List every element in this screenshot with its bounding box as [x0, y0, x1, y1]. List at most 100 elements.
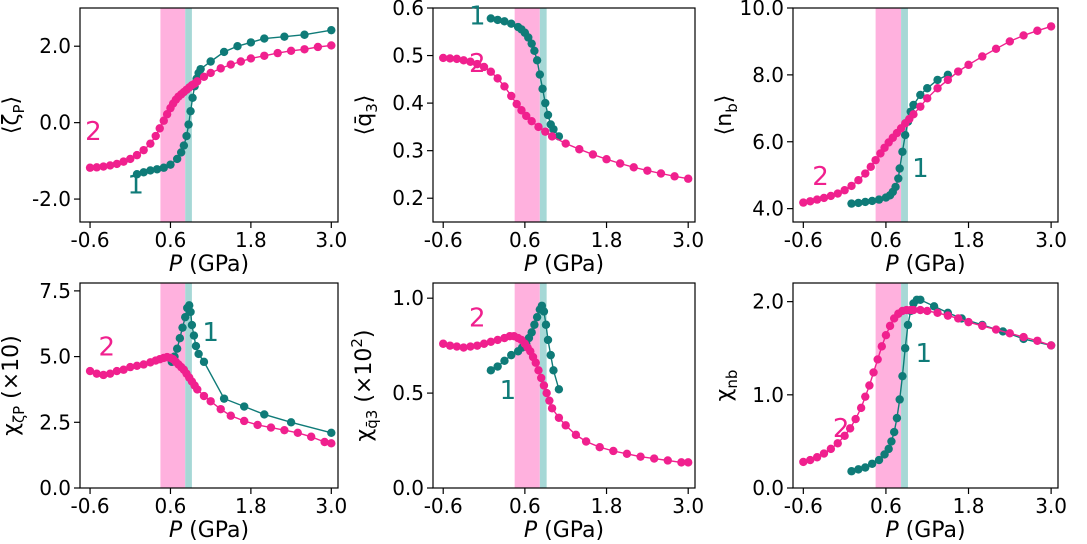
- series-2-point: [199, 72, 209, 81]
- series-2-point: [273, 48, 282, 58]
- series-2-point: [537, 373, 546, 383]
- series-2-point: [132, 361, 142, 370]
- series-1-point: [182, 131, 191, 141]
- series-2-point: [126, 154, 135, 164]
- y-tick-label: 0.0: [752, 476, 784, 500]
- series-1-point: [327, 25, 336, 35]
- series-1-point: [493, 15, 502, 25]
- series-2-point: [466, 57, 475, 66]
- series-2-point: [933, 84, 942, 93]
- series-1-point: [260, 34, 269, 43]
- series-1-point: [486, 14, 496, 23]
- series-1-point: [172, 344, 182, 353]
- series-1-point: [185, 301, 194, 310]
- plot-frame: [432, 7, 696, 223]
- series-1-point: [176, 148, 186, 157]
- series-2-point: [851, 414, 860, 424]
- series-1-point: [541, 98, 550, 108]
- series-1-point: [895, 164, 904, 173]
- y-tick-label: 0.5: [392, 381, 424, 405]
- series-2-point: [293, 428, 302, 438]
- x-tick-label: 3.0: [672, 494, 704, 518]
- series-2-point: [649, 454, 659, 463]
- series-2-point: [266, 423, 276, 432]
- y-tick-label: 2.5: [39, 410, 71, 434]
- series-2-point: [260, 51, 269, 60]
- series-2-point: [799, 198, 808, 207]
- series-2-point: [571, 430, 581, 440]
- series-1-point: [181, 312, 190, 322]
- series-2-point: [581, 437, 591, 446]
- series-2-point: [320, 437, 329, 447]
- series-2-point: [1033, 336, 1042, 345]
- series-2-point: [991, 325, 1001, 334]
- series-2-point: [861, 392, 870, 401]
- series-2-point: [99, 162, 108, 171]
- y-tick-label: 7.5: [39, 279, 71, 303]
- series-1-point: [179, 141, 189, 150]
- series-2-point: [452, 342, 462, 351]
- series-2-point: [534, 122, 543, 132]
- series-2-point: [643, 166, 652, 175]
- y-tick-label: -2.0: [32, 187, 71, 211]
- series-2-point: [1033, 26, 1042, 35]
- series-2-point: [881, 330, 891, 340]
- series-2-point: [847, 181, 856, 191]
- series-1-point: [894, 174, 903, 183]
- series-1-point: [260, 410, 269, 419]
- series-2-point: [486, 337, 496, 347]
- series-2-point: [226, 60, 235, 69]
- series-2-point: [978, 52, 987, 61]
- series-2-point: [1046, 341, 1056, 350]
- series-2-point: [547, 404, 557, 413]
- series-2-point: [964, 317, 973, 327]
- series-2-point: [615, 159, 625, 168]
- y-tick-label: 4.0: [752, 197, 784, 221]
- x-tick-label: 0.6: [155, 228, 187, 252]
- series-1-point: [239, 402, 249, 411]
- series-2-point: [306, 432, 316, 441]
- transition-band-2: [160, 283, 186, 488]
- series-2-point: [459, 56, 468, 65]
- series-2-point: [656, 169, 666, 178]
- series-2-point: [112, 159, 122, 169]
- series-2-point: [236, 57, 246, 66]
- curve-label-1: 1: [916, 339, 933, 369]
- series-1-point: [887, 437, 896, 446]
- series-2-point: [327, 41, 336, 50]
- series-1-point: [166, 160, 175, 169]
- series-2-point: [85, 366, 95, 376]
- series-1-point: [486, 366, 496, 375]
- curve-label-2: 2: [812, 162, 829, 192]
- series-2-point: [452, 54, 462, 64]
- series-2-point: [561, 421, 570, 430]
- chart-panel-3: -0.6 0.6 1.8 3.0 4.0 6.0 8.0 10.0 P (GPa) ⟨nb⟩ 2 1: [712, 0, 1067, 277]
- series-1-point: [874, 195, 884, 204]
- curve-label-2: 2: [469, 304, 486, 334]
- series-1-point: [861, 197, 870, 207]
- x-tick-label: 3.0: [315, 228, 347, 252]
- series-2-point: [199, 391, 209, 401]
- series-2-point: [933, 308, 942, 318]
- series-1-point: [895, 395, 904, 404]
- y-axis-label: ⟨ζP⟩: [0, 96, 28, 134]
- series-2-point: [216, 404, 225, 414]
- series-2-point: [1005, 37, 1015, 46]
- series-2-point: [1019, 332, 1028, 342]
- series-2-point: [92, 369, 101, 378]
- series-2-point: [493, 335, 502, 345]
- series-2-point: [663, 456, 672, 465]
- series-1-point: [500, 17, 509, 26]
- x-axis-label: P (GPa): [169, 518, 249, 543]
- series-2-point: [112, 366, 122, 376]
- x-tick-label: 0.6: [870, 228, 902, 252]
- series-2-point: [953, 67, 963, 76]
- series-1-point: [530, 320, 539, 329]
- series-2-point: [534, 366, 543, 375]
- series-2-point: [92, 163, 101, 172]
- series-2-point: [547, 132, 557, 141]
- series-2-point: [561, 139, 570, 148]
- series-2-point: [327, 439, 336, 448]
- series-1-point: [186, 307, 195, 317]
- series-1-point: [233, 42, 242, 51]
